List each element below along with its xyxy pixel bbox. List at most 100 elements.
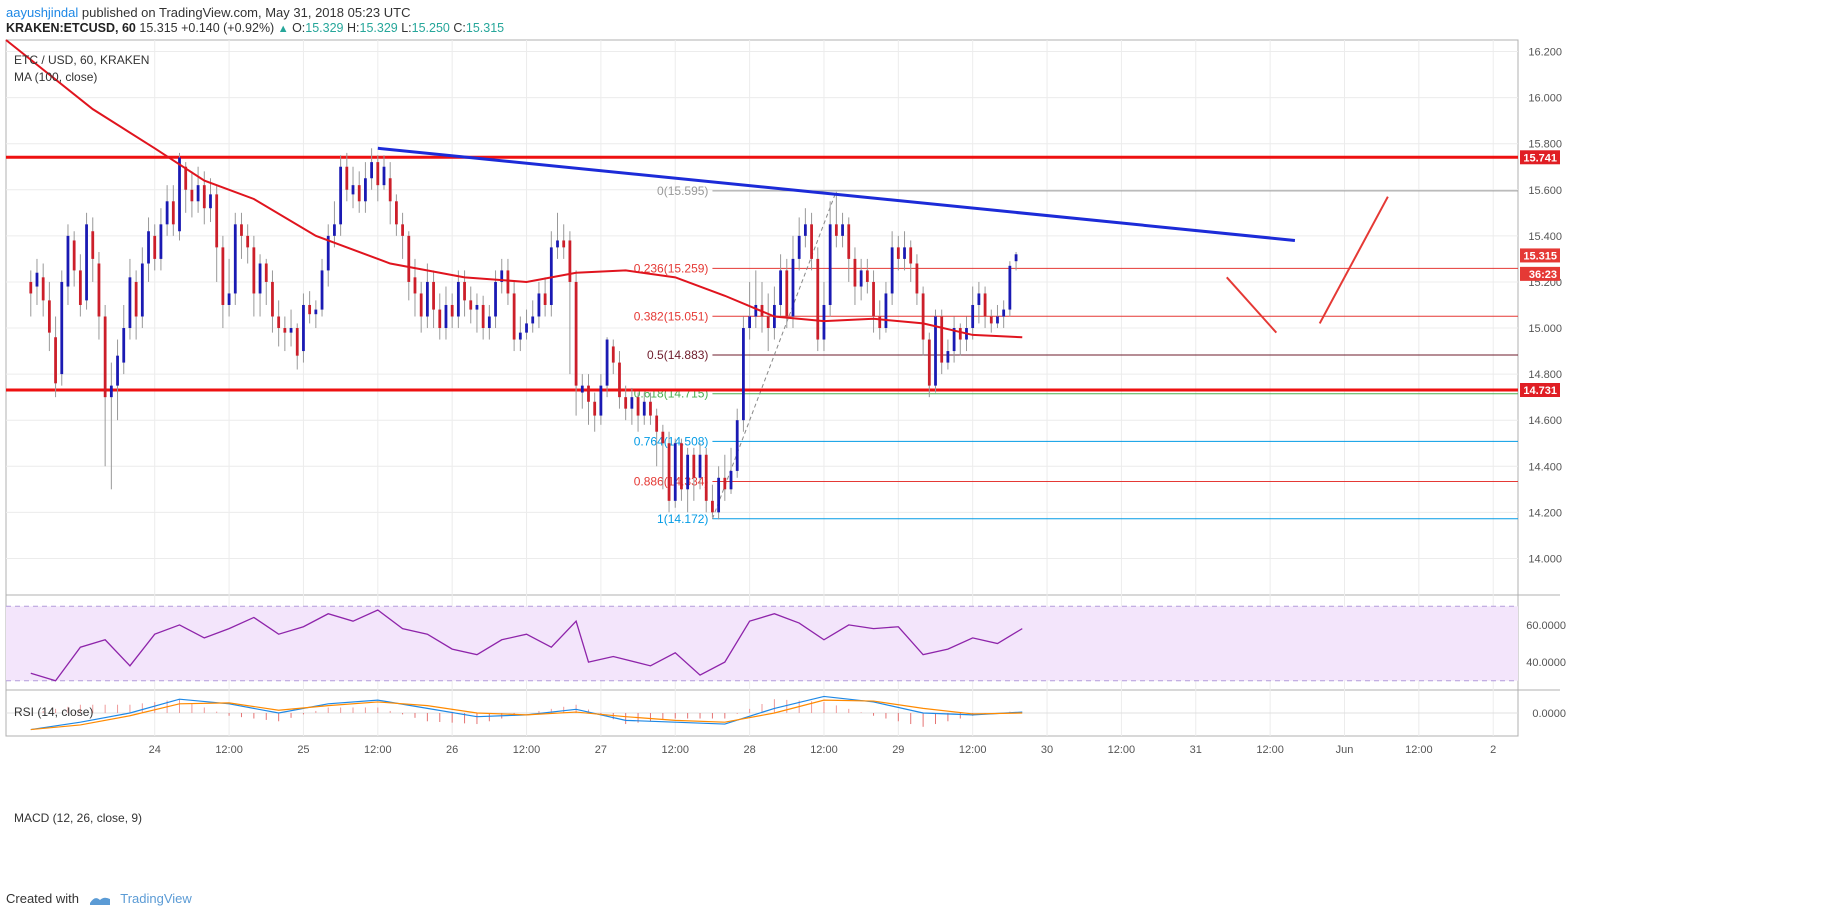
tradingview-link[interactable]: TradingView [120,891,192,906]
y-tick-label: 14.800 [1528,369,1562,381]
candle-body [841,224,844,236]
candle-body [295,328,299,356]
x-tick-label: 12:00 [364,744,392,756]
projection-stroke [1226,276,1278,334]
candle-body [692,454,696,478]
tradingview-logo-icon [89,897,110,905]
rsi-tick-label: 60.0000 [1526,620,1566,632]
candle-body [109,385,113,398]
candle-body [605,339,609,386]
candle-body [283,328,287,333]
candle-body [159,224,163,259]
candle-body [946,351,950,363]
candle-body [233,224,237,294]
candle-body [388,178,392,202]
candle-body [450,304,454,317]
candle-body [444,304,448,329]
candle-body [748,316,752,329]
candle-body [717,477,721,513]
candle-body [500,270,504,282]
current-price-badge: 15.315 [1523,250,1557,262]
candle-body [611,346,615,363]
candle-body [72,240,76,271]
candle-body [729,470,733,490]
fib-level-label: 0.236(15.259) [634,261,709,275]
candle-body [134,281,138,317]
candle-body [680,443,683,490]
candle-body [308,304,312,315]
candle-body [190,189,194,202]
fib-level-label: 0.764(14.508) [634,434,709,448]
ohlc-line: KRAKEN:ETCUSD, 60 15.315 +0.140 (+0.92%)… [6,21,504,35]
candle-body [785,270,789,317]
current-price-badge-bg [1520,248,1560,263]
rsi-band [6,606,1518,681]
candle-body [469,300,473,310]
candle-body [171,201,175,225]
candle-body [667,443,671,501]
author-link[interactable]: aayushjindal [6,5,79,20]
candle-body [227,293,231,305]
y-tick-label: 14.000 [1528,553,1562,565]
candle-body [909,247,913,264]
candle-body [438,309,442,329]
candle-body [66,235,70,287]
fib-level-label: 0(15.595) [657,184,708,198]
candle-body [878,316,882,329]
current-price-badge-bg [1520,266,1560,281]
last-price: 15.315 [139,21,178,35]
y-tick-label: 15.400 [1528,231,1562,243]
publish-text: published on TradingView.com, May 31, 20… [81,5,411,20]
candle-body [927,339,931,386]
candle-body [580,385,584,393]
candle-body [289,328,293,333]
candle-body [425,281,429,317]
macd-tick-label: 0.0000 [1532,708,1566,720]
candle-body [766,316,770,329]
x-tick-label: 12:00 [959,744,987,756]
x-tick-label: 12:00 [215,744,243,756]
y-tick-label: 14.400 [1528,461,1562,473]
rsi-line [30,609,1023,682]
candle-body [810,224,813,259]
x-tick-label: 28 [743,744,755,756]
candle-body [264,263,268,282]
y-tick-label: 15.800 [1528,139,1562,151]
candle-body [252,247,256,294]
candle-body [958,328,962,340]
candle-body [240,224,243,236]
candle-body [376,162,380,186]
x-tick-label: 12:00 [1108,744,1136,756]
y-tick-label: 14.200 [1528,507,1562,519]
projection-stroke [1318,196,1389,324]
y-tick-label: 14.600 [1528,415,1562,427]
candle-body [41,277,45,301]
trendline[interactable] [377,146,1296,242]
candle-body [165,201,169,225]
candle-body [828,224,832,305]
candle-body [921,293,925,340]
candle-body [525,323,528,333]
candle-body [574,281,578,386]
candle-body [779,270,782,305]
x-tick-label: 2 [1490,744,1496,756]
x-tick-label: 12:00 [661,744,689,756]
open-value: 15.329 [305,21,344,35]
candle-body [816,258,820,340]
candle-body [636,397,640,416]
candle-body [754,304,758,317]
close-label: C: [453,21,466,35]
x-tick-label: 26 [446,744,458,756]
candle-body [215,194,219,248]
rsi-tick-label: 40.0000 [1526,657,1566,669]
candle-body [624,397,628,409]
candle-body [884,293,888,329]
candle-body [618,362,621,398]
candle-body [549,247,553,305]
candle-body [568,240,572,282]
candle-body [221,247,225,305]
candle-body [859,270,863,287]
up-arrow-icon: ▲ [277,23,289,35]
fib-level-label: 1(14.172) [657,512,708,526]
